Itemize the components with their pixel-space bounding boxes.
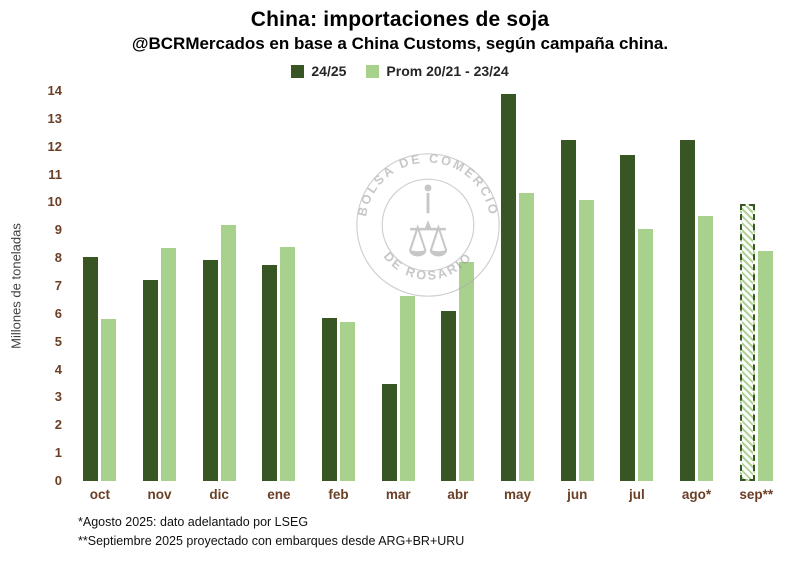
bar-group-mar: mar [368,91,428,507]
footnotes: *Agosto 2025: dato adelantado por LSEG *… [78,513,800,551]
y-tick-label: 1 [54,445,62,461]
bar-Prom20212324-jun [578,199,594,481]
x-tick-label-ene: ene [267,486,291,502]
y-tick-label: 9 [54,222,62,238]
bar-group-jul: jul [607,91,667,507]
bar-Prom20212324-nov [161,248,176,481]
y-axis-ticks: 0 1 2 3 4 5 6 7 8 9 10 11 12 13 14 [34,83,70,507]
x-tick-label-may: may [504,486,532,502]
bar-group-oct: oct [70,91,130,507]
x-tick-label-jun: jun [567,486,588,502]
bar-group-ene: ene [249,91,309,507]
legend-item-current-season: 24/25 [291,63,346,79]
bar-2425-jul [620,155,636,481]
legend-swatch-light-green [366,64,380,78]
bar-2425-sep [739,203,755,481]
x-tick-label-oct: oct [89,486,110,502]
bars-jun [547,91,607,481]
y-tick-label: 0 [54,473,62,488]
bar-2425-may [501,93,517,481]
bar-Prom20212324-abr [459,262,475,481]
legend-swatch-dark-green [291,64,305,78]
x-tick-label-ago: ago* [681,486,712,502]
x-tick-label-nov: nov [147,486,172,502]
y-tick-label: 14 [47,83,62,98]
bars-dic [189,91,249,481]
footnote-august: *Agosto 2025: dato adelantado por LSEG [78,515,309,529]
x-tick-label-feb: feb [328,486,349,502]
bar-group-may: may [488,91,548,507]
y-tick-label: 7 [54,278,62,293]
bar-Prom20212324-sep [757,251,773,481]
x-tick-label-sep: sep** [739,486,774,502]
bar-2425-abr [441,311,457,481]
bars-nov [130,91,190,481]
bars-ene [249,91,309,481]
bar-Prom20212324-ene [280,247,296,481]
bars-mar [368,91,428,481]
y-tick-label: 8 [54,250,62,266]
bars-sep [726,91,786,481]
bars-oct [70,91,130,481]
bar-2425-jun [560,139,576,481]
legend-label-average: Prom 20/21 - 23/24 [386,63,509,79]
y-tick-label: 13 [47,110,62,126]
bar-group-feb: feb [309,91,369,507]
bar-group-nov: nov [130,91,190,507]
bar-group-jun: jun [547,91,607,507]
y-tick-label: 11 [48,166,62,182]
bars-feb [309,91,369,481]
x-tick-label-mar: mar [385,486,411,502]
bar-Prom20212324-feb [340,322,356,481]
bar-2425-feb [322,318,338,481]
y-tick-label: 3 [54,389,62,405]
x-tick-label-dic: dic [209,486,229,502]
legend-label-current-season: 24/25 [311,63,347,79]
bars-may [488,91,548,481]
bar-2425-ene [262,265,278,481]
footnote-september: **Septiembre 2025 proyectado con embarqu… [78,533,465,548]
bar-Prom20212324-oct [101,319,117,481]
bar-2425-nov [143,280,158,481]
bar-2425-oct [83,256,99,481]
bar-Prom20212324-may [519,192,535,481]
bar-2425-mar [381,383,397,481]
y-tick-label: 6 [54,305,62,321]
bar-group-sep: sep** [726,91,786,507]
y-tick-label: 10 [47,194,62,210]
y-axis-title: Millones de toneladas [8,223,24,349]
bars-jul [607,91,667,481]
bar-Prom20212324-mar [399,295,415,481]
y-tick-label: 4 [54,361,62,377]
x-tick-label-abr: abr [447,486,469,502]
bar-Prom20212324-jul [638,228,654,481]
legend-item-average: Prom 20/21 - 23/24 [366,63,509,79]
chart-title: China: importaciones de soja [250,8,550,31]
bar-2425-dic [202,259,218,481]
chart-area: Millones de toneladas 0 1 2 3 4 5 6 7 8 9 10 11 12 13… [0,83,800,507]
y-tick-label: 12 [47,138,62,154]
bar-group-abr: abr [428,91,488,507]
bar-Prom20212324-dic [220,224,236,481]
chart-subtitle: @BCRMercados en base a China Customs, se… [131,34,669,53]
y-tick-label: 5 [54,333,62,349]
bar-group-dic: dic [189,91,249,507]
bar-Prom20212324-ago [698,216,714,481]
plot-area: 0 1 2 3 4 5 6 7 8 9 10 11 12 13 14 BOLSA DE COMERCIO D… [48,83,786,507]
bar-2425-ago [680,139,696,481]
legend: 24/25 Prom 20/21 - 23/24 [0,63,800,79]
bar-group-ago: ago* [667,91,727,507]
bars-ago [667,91,727,481]
x-tick-label-jul: jul [629,486,645,502]
y-tick-label: 2 [54,417,62,433]
bars-abr [428,91,488,481]
